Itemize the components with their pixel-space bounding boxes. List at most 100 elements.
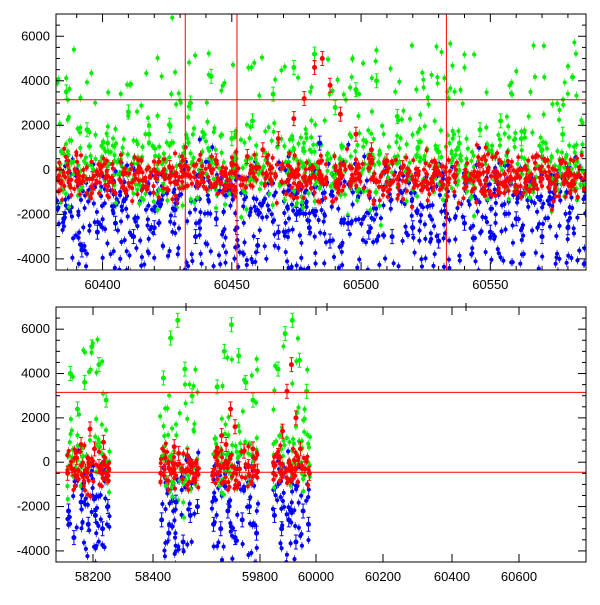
data-point bbox=[265, 257, 268, 260]
data-point bbox=[536, 210, 539, 213]
data-point bbox=[511, 241, 514, 244]
data-point bbox=[516, 201, 519, 204]
data-point bbox=[375, 190, 378, 193]
data-point bbox=[539, 195, 542, 198]
data-point bbox=[543, 75, 546, 78]
data-point bbox=[300, 241, 303, 244]
data-point bbox=[389, 181, 392, 184]
data-point bbox=[301, 165, 304, 168]
data-point bbox=[341, 264, 344, 267]
data-point bbox=[145, 276, 148, 279]
data-point bbox=[494, 221, 497, 224]
data-point bbox=[77, 272, 80, 275]
data-point bbox=[421, 71, 424, 74]
data-point bbox=[167, 189, 170, 192]
data-point bbox=[292, 146, 295, 149]
data-point bbox=[147, 166, 150, 169]
data-point bbox=[274, 175, 277, 178]
data-point bbox=[301, 206, 304, 209]
data-point bbox=[394, 158, 397, 161]
data-point bbox=[440, 165, 443, 168]
data-point bbox=[285, 180, 288, 183]
data-point bbox=[442, 237, 445, 240]
data-point bbox=[440, 286, 443, 289]
data-point bbox=[330, 205, 333, 208]
data-point bbox=[532, 187, 535, 190]
data-point bbox=[192, 277, 195, 280]
data-point bbox=[200, 262, 203, 265]
data-point bbox=[510, 81, 513, 84]
data-point bbox=[569, 158, 572, 161]
data-point bbox=[313, 200, 316, 203]
data-point bbox=[131, 187, 134, 190]
data-point bbox=[140, 159, 143, 162]
data-point bbox=[533, 167, 536, 170]
data-point bbox=[314, 262, 317, 265]
data-point bbox=[485, 126, 488, 129]
data-point bbox=[260, 56, 263, 59]
data-point bbox=[401, 198, 404, 201]
data-point bbox=[490, 258, 493, 261]
data-point bbox=[118, 194, 121, 197]
data-point bbox=[401, 179, 404, 182]
data-point bbox=[119, 92, 122, 95]
data-point bbox=[565, 153, 568, 156]
data-point bbox=[351, 203, 354, 206]
data-point bbox=[211, 146, 214, 149]
data-point bbox=[332, 255, 335, 258]
data-point bbox=[128, 83, 131, 86]
data-point bbox=[536, 226, 539, 229]
data-point bbox=[112, 205, 115, 208]
data-point bbox=[304, 212, 307, 215]
data-point bbox=[382, 132, 385, 135]
data-point bbox=[506, 151, 509, 154]
data-point bbox=[575, 143, 578, 146]
data-point bbox=[404, 225, 407, 228]
data-point bbox=[516, 190, 519, 193]
data-point bbox=[169, 181, 172, 184]
data-point bbox=[449, 42, 452, 45]
data-point bbox=[262, 165, 265, 168]
data-point bbox=[284, 251, 287, 254]
data-point bbox=[141, 179, 144, 182]
data-point bbox=[546, 199, 549, 202]
data-point bbox=[161, 186, 164, 189]
data-point bbox=[341, 145, 344, 148]
data-point bbox=[316, 166, 319, 169]
data-point bbox=[65, 142, 68, 145]
data-point bbox=[433, 252, 436, 255]
data-point bbox=[336, 78, 339, 81]
data-point bbox=[350, 75, 353, 78]
data-point bbox=[116, 173, 119, 176]
data-point bbox=[220, 133, 223, 136]
data-point bbox=[220, 151, 223, 154]
data-point bbox=[270, 213, 273, 216]
data-point bbox=[205, 188, 208, 191]
data-point bbox=[296, 196, 299, 199]
data-point bbox=[158, 160, 161, 163]
data-point bbox=[233, 257, 236, 260]
data-point bbox=[490, 175, 493, 178]
data-point bbox=[191, 133, 194, 136]
data-point bbox=[213, 127, 216, 130]
data-point bbox=[424, 237, 427, 240]
data-point bbox=[141, 145, 144, 148]
data-point bbox=[78, 231, 81, 234]
data-point bbox=[372, 199, 375, 202]
data-point bbox=[428, 164, 431, 167]
data-point bbox=[293, 189, 296, 192]
data-point bbox=[171, 230, 174, 233]
data-point bbox=[360, 222, 363, 225]
data-point bbox=[356, 266, 359, 269]
data-point bbox=[98, 192, 101, 195]
data-point bbox=[485, 178, 488, 181]
data-point bbox=[253, 61, 256, 64]
data-point bbox=[85, 252, 88, 255]
data-point bbox=[103, 147, 106, 150]
data-point bbox=[207, 175, 210, 178]
data-point bbox=[450, 152, 453, 155]
data-point bbox=[181, 204, 184, 207]
data-point bbox=[253, 205, 256, 208]
data-point bbox=[490, 144, 493, 147]
data-point bbox=[258, 229, 261, 232]
